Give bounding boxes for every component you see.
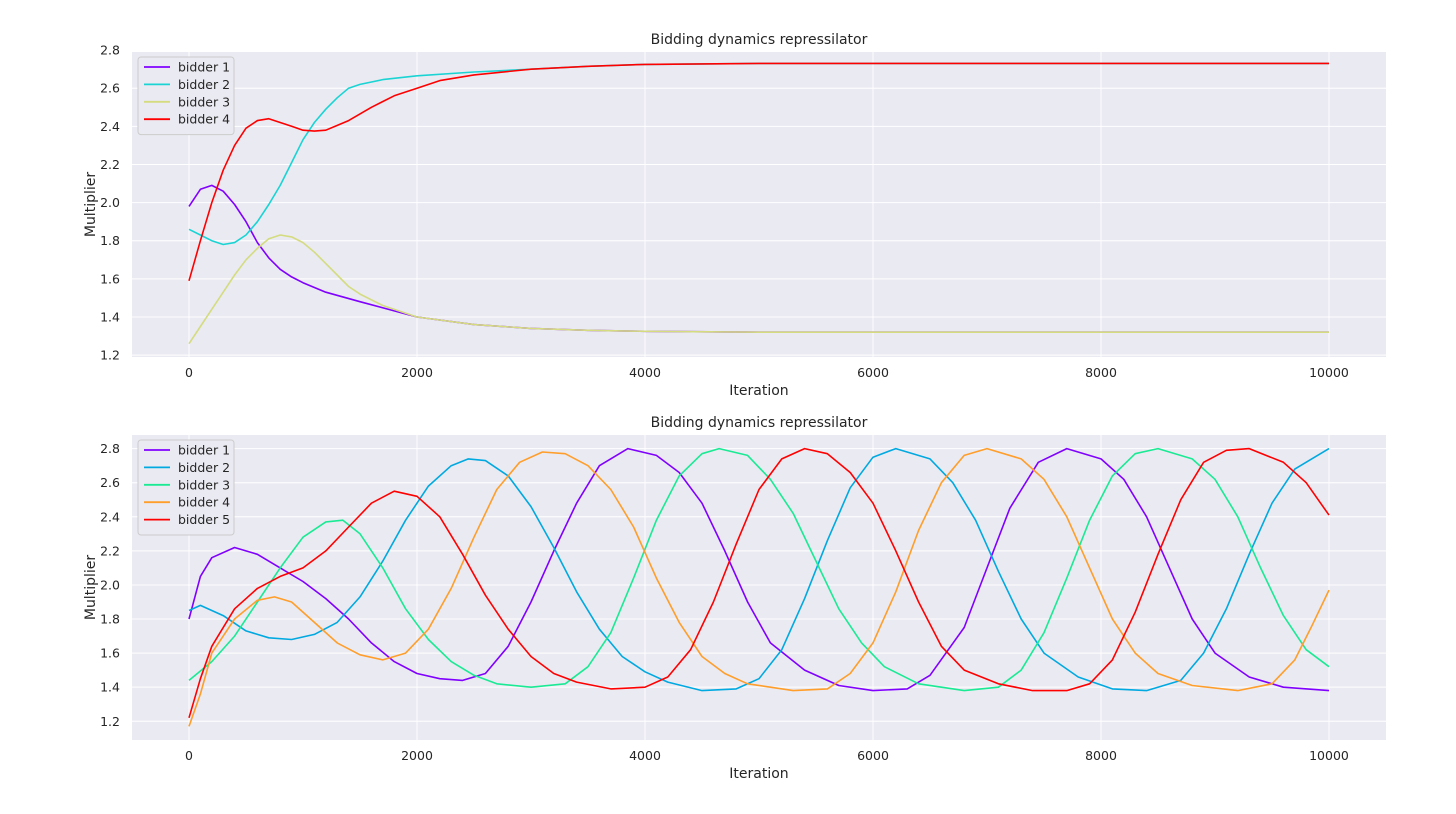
y-tick-label: 1.6 (100, 271, 120, 286)
legend: bidder 1 bidder 2 bidder 3 bidder 4 (137, 56, 235, 136)
y-tick-label: 2.2 (100, 157, 120, 172)
legend-box (137, 439, 235, 536)
series-line-bidder-3 (188, 234, 1329, 345)
y-tick-label: 2.4 (100, 119, 120, 134)
x-tick-label: 4000 (629, 748, 661, 763)
series-line-bidder-2 (188, 447, 1330, 692)
x-tick-label: 0 (185, 748, 193, 763)
legend-label: bidder 1 (178, 443, 230, 458)
x-tick-label: 8000 (1085, 365, 1117, 380)
plot-area (132, 435, 1386, 740)
y-tick-label: 2.8 (100, 441, 120, 456)
series-line-bidder-4 (188, 62, 1329, 282)
legend-label: bidder 5 (178, 512, 230, 527)
chart-2: 0 2000 4000 6000 8000 10000 1.2 1.4 1.6 1.8 2.0 2.2… (83, 415, 1386, 782)
y-tick-label: 2.0 (100, 577, 120, 592)
legend-label: bidder 2 (178, 460, 230, 475)
series-line-bidder-5 (188, 447, 1330, 719)
y-tick-label: 1.8 (100, 233, 120, 248)
y-tick-label: 1.2 (100, 714, 120, 729)
x-tick-label: 6000 (857, 748, 889, 763)
x-tick-label: 2000 (401, 365, 433, 380)
y-tick-label: 2.0 (100, 195, 120, 210)
y-tick-label: 2.6 (100, 81, 120, 96)
x-tick-label: 4000 (629, 365, 661, 380)
series-line-bidder-1 (188, 447, 1330, 692)
series-line-bidder-4 (188, 447, 1330, 727)
x-axis-label: Iteration (729, 766, 788, 782)
y-tick-label: 1.2 (100, 348, 120, 363)
legend-label: bidder 4 (178, 495, 230, 510)
legend-label: bidder 4 (178, 112, 230, 127)
series-line-bidder-3 (188, 447, 1330, 692)
legend: bidder 1 bidder 2 bidder 3 bidder 4 bidder 5 (137, 439, 235, 536)
chart-title: Bidding dynamics repressilator (651, 32, 868, 48)
chart-1: 0 2000 4000 6000 8000 10000 1.2 1.4 1.6 1.8 2.0 2.2… (83, 32, 1386, 399)
x-tick-label: 10000 (1309, 365, 1349, 380)
y-tick-label: 2.6 (100, 475, 120, 490)
legend-label: bidder 2 (178, 77, 230, 92)
y-tick-label: 2.4 (100, 509, 120, 524)
x-tick-label: 8000 (1085, 748, 1117, 763)
plot-area (132, 52, 1386, 357)
legend-box (137, 56, 235, 136)
x-tick-label: 2000 (401, 748, 433, 763)
legend-label: bidder 1 (178, 60, 230, 75)
legend-label: bidder 3 (178, 94, 230, 109)
y-tick-label: 2.8 (100, 43, 120, 58)
legend-label: bidder 3 (178, 477, 230, 492)
x-tick-label: 10000 (1309, 748, 1349, 763)
x-axis-label: Iteration (729, 383, 788, 399)
y-tick-label: 1.4 (100, 309, 120, 324)
y-axis-label: Multiplier (83, 172, 99, 238)
y-tick-label: 2.2 (100, 543, 120, 558)
y-tick-label: 1.4 (100, 680, 120, 695)
x-tick-label: 0 (185, 365, 193, 380)
y-tick-label: 1.8 (100, 612, 120, 627)
x-tick-label: 6000 (857, 365, 889, 380)
y-tick-label: 1.6 (100, 646, 120, 661)
chart-title: Bidding dynamics repressilator (651, 415, 868, 431)
y-axis-label: Multiplier (83, 555, 99, 621)
